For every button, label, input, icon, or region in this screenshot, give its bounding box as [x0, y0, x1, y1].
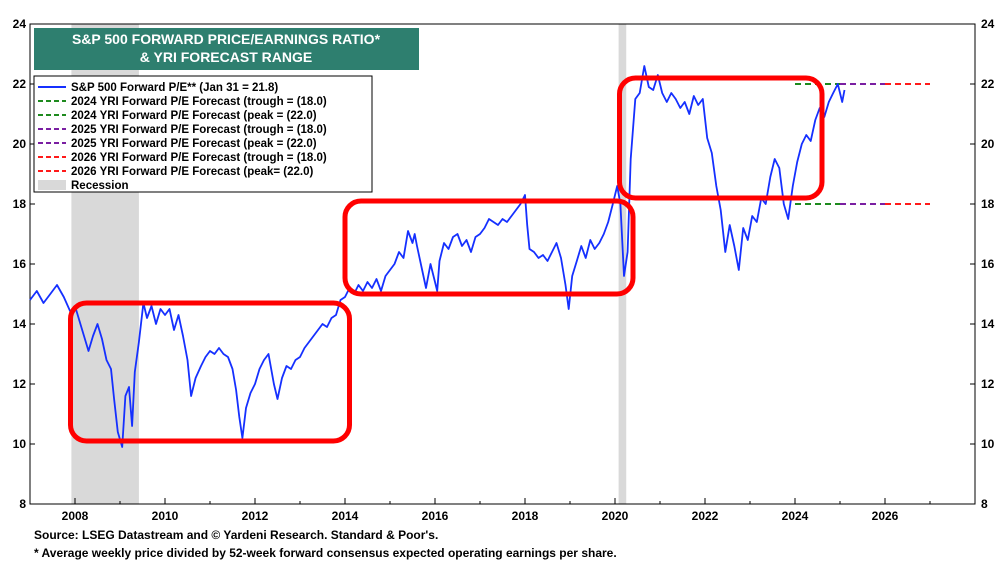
y-tick-label-right-24: 24	[981, 17, 995, 31]
legend-swatch-recession	[38, 180, 66, 190]
legend-label-1: 2024 YRI Forward P/E Forecast (trough = …	[71, 96, 327, 108]
y-tick-label-right-8: 8	[981, 497, 988, 511]
legend-label-3: 2025 YRI Forward P/E Forecast (trough = …	[71, 124, 327, 136]
x-tick-label-2018: 2018	[512, 509, 539, 523]
x-tick-label-2012: 2012	[242, 509, 269, 523]
y-tick-label-left-18: 18	[13, 197, 27, 211]
highlight-box-1	[342, 198, 636, 297]
series-line-forward-pe	[29, 65, 846, 448]
x-tick-label-2024: 2024	[782, 509, 809, 523]
x-tick-label-2026: 2026	[872, 509, 899, 523]
highlight-box-0	[68, 300, 352, 444]
x-tick-label-2008: 2008	[62, 509, 89, 523]
y-tick-label-right-14: 14	[981, 317, 995, 331]
y-tick-label-right-12: 12	[981, 377, 995, 391]
y-tick-label-left-20: 20	[13, 137, 27, 151]
legend-label-5: 2026 YRI Forward P/E Forecast (trough = …	[71, 152, 327, 164]
recession-band-1	[618, 24, 627, 504]
legend-frame	[33, 75, 373, 193]
y-tick-label-left-22: 22	[13, 77, 27, 91]
chart-title-line-2: & YRI FORECAST RANGE	[140, 49, 312, 65]
y-tick-label-left-12: 12	[13, 377, 27, 391]
series-layer	[29, 65, 846, 448]
legend: S&P 500 Forward P/E** (Jan 31 = 21.8) 202…	[33, 75, 373, 193]
definition-footnote: * Average weekly price divided by 52-wee…	[34, 546, 617, 560]
x-tick-label-2010: 2010	[152, 509, 179, 523]
y-tick-label-right-10: 10	[981, 437, 995, 451]
x-tick-label-2014: 2014	[332, 509, 359, 523]
forecast-lines	[795, 83, 930, 205]
chart-title-box: S&P 500 FORWARD PRICE/EARNINGS RATIO* & …	[34, 28, 419, 70]
x-tick-label-2016: 2016	[422, 509, 449, 523]
y-tick-label-right-22: 22	[981, 77, 995, 91]
legend-label-2: 2024 YRI Forward P/E Forecast (peak = (2…	[71, 110, 317, 122]
y-tick-label-left-8: 8	[19, 497, 26, 511]
source-footnote: Source: LSEG Datastream and © Yardeni Re…	[34, 528, 439, 542]
legend-label-0: S&P 500 Forward P/E** (Jan 31 = 21.8)	[71, 82, 278, 94]
legend-label-7: Recession	[71, 180, 129, 192]
highlight-box-2	[617, 75, 825, 201]
y-tick-label-right-20: 20	[981, 137, 995, 151]
y-tick-label-left-14: 14	[13, 317, 27, 331]
x-tick-label-2020: 2020	[602, 509, 629, 523]
y-tick-label-left-16: 16	[13, 257, 27, 271]
y-tick-label-right-16: 16	[981, 257, 995, 271]
y-tick-label-right-18: 18	[981, 197, 995, 211]
legend-label-6: 2026 YRI Forward P/E Forecast (peak= (22…	[71, 166, 314, 178]
y-tick-label-left-24: 24	[13, 17, 27, 31]
legend-label-4: 2025 YRI Forward P/E Forecast (peak = (2…	[71, 138, 317, 150]
chart-title-background	[34, 28, 419, 70]
chart-title-line-1: S&P 500 FORWARD PRICE/EARNINGS RATIO*	[72, 31, 381, 47]
y-tick-label-left-10: 10	[13, 437, 27, 451]
highlight-boxes	[68, 75, 825, 444]
x-tick-label-2022: 2022	[692, 509, 719, 523]
